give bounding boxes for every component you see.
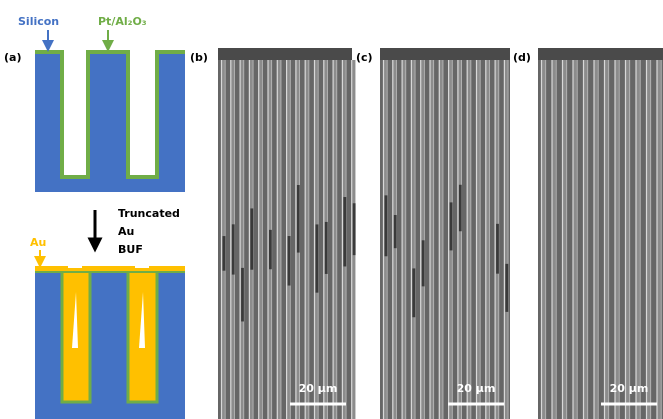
void: [241, 268, 244, 322]
void: [496, 224, 499, 274]
void: [450, 202, 453, 250]
void: [288, 236, 291, 285]
scale-bar-label: 20 µm: [457, 382, 496, 395]
void: [353, 203, 356, 255]
sem-top: [380, 48, 510, 60]
void: [325, 222, 328, 274]
void: [316, 224, 319, 292]
void: [422, 240, 425, 286]
process-step: Truncated: [118, 207, 180, 220]
void: [385, 195, 388, 256]
figure: Silicon Pt/Al₂O₃ Au Truncated Au BUF (a)…: [0, 0, 663, 419]
panel-label: (b): [190, 51, 208, 64]
label-pt-al2o3: Pt/Al₂O₃: [98, 15, 147, 28]
sem-top: [538, 48, 663, 60]
void: [269, 230, 272, 269]
sem-background: [538, 48, 663, 419]
void: [250, 208, 253, 269]
label-silicon: Silicon: [18, 15, 59, 28]
void: [394, 215, 397, 248]
sem-images: 20 µm 20 µm 20 µm: [218, 48, 663, 419]
schematic-before: [35, 52, 185, 192]
process-step: BUF: [118, 243, 143, 256]
panel-label: (c): [356, 51, 373, 64]
sem-top: [218, 48, 352, 60]
sem-background: [218, 48, 352, 419]
schematic-after: [35, 265, 185, 419]
sem-image: 20 µm: [218, 48, 355, 419]
void: [297, 185, 300, 253]
sem-image: 20 µm: [538, 48, 663, 419]
scale-bar-label: 20 µm: [610, 382, 649, 395]
void: [505, 264, 508, 312]
scale-bar-label: 20 µm: [299, 382, 338, 395]
process-step: Au: [118, 225, 134, 238]
void: [223, 236, 226, 271]
sem-image: 20 µm: [380, 48, 510, 419]
panel-label: (d): [513, 51, 531, 64]
label-au: Au: [30, 236, 46, 249]
sem-background: [380, 48, 510, 419]
void: [343, 197, 346, 266]
void: [459, 185, 462, 231]
panel-label: (a): [4, 51, 21, 64]
void: [412, 268, 415, 317]
void: [232, 224, 235, 274]
